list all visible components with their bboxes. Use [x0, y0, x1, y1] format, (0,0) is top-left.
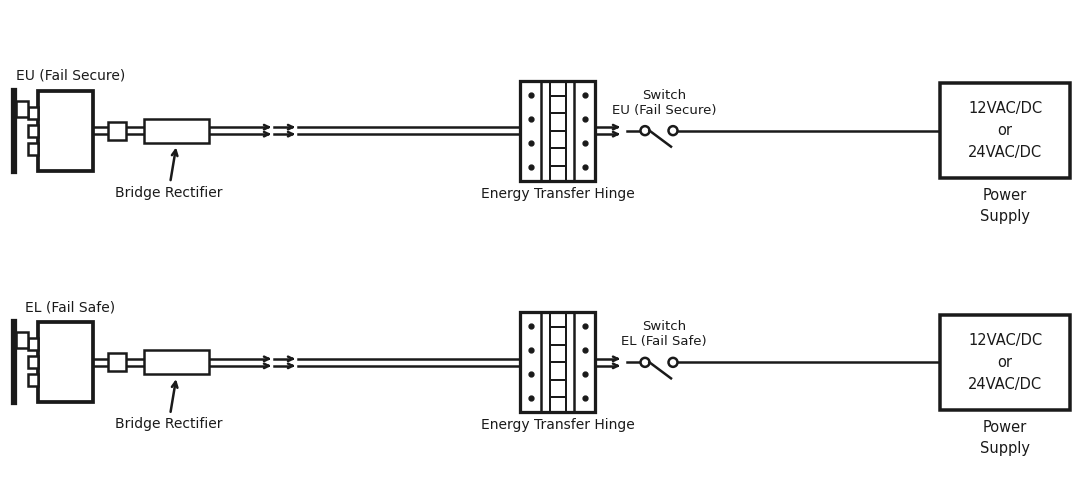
Text: Power
Supply: Power Supply	[980, 188, 1030, 224]
Text: Energy Transfer Hinge: Energy Transfer Hinge	[481, 419, 634, 432]
Bar	[38, 91, 93, 171]
Bar	[520, 313, 595, 412]
Circle shape	[641, 126, 650, 135]
Circle shape	[668, 358, 678, 367]
Text: Switch
EL (Fail Safe): Switch EL (Fail Safe)	[621, 320, 706, 349]
Text: Energy Transfer Hinge: Energy Transfer Hinge	[481, 187, 634, 201]
Bar	[940, 315, 1070, 410]
Text: 12VAC/DC
or
24VAC/DC: 12VAC/DC or 24VAC/DC	[968, 101, 1042, 160]
Text: EU (Fail Secure): EU (Fail Secure)	[16, 69, 125, 83]
Bar	[28, 374, 38, 387]
Bar	[16, 101, 28, 117]
Bar	[28, 356, 38, 368]
Text: Bridge Rectifier: Bridge Rectifier	[114, 382, 222, 431]
Text: Power
Supply: Power Supply	[980, 420, 1030, 456]
Text: 12VAC/DC
or
24VAC/DC: 12VAC/DC or 24VAC/DC	[968, 333, 1042, 392]
Bar	[108, 353, 126, 371]
Bar	[520, 81, 595, 180]
Bar	[28, 125, 38, 137]
Bar	[28, 338, 38, 351]
Bar	[28, 142, 38, 155]
Text: Bridge Rectifier: Bridge Rectifier	[114, 150, 222, 200]
Bar	[940, 83, 1070, 178]
Bar	[144, 119, 209, 142]
Bar	[144, 351, 209, 374]
Bar	[16, 332, 28, 349]
Bar	[38, 322, 93, 402]
Bar	[28, 106, 38, 119]
Text: Switch
EU (Fail Secure): Switch EU (Fail Secure)	[611, 89, 716, 117]
Circle shape	[668, 126, 678, 135]
Circle shape	[641, 358, 650, 367]
Bar	[108, 122, 126, 140]
Text: EL (Fail Safe): EL (Fail Safe)	[25, 300, 116, 315]
